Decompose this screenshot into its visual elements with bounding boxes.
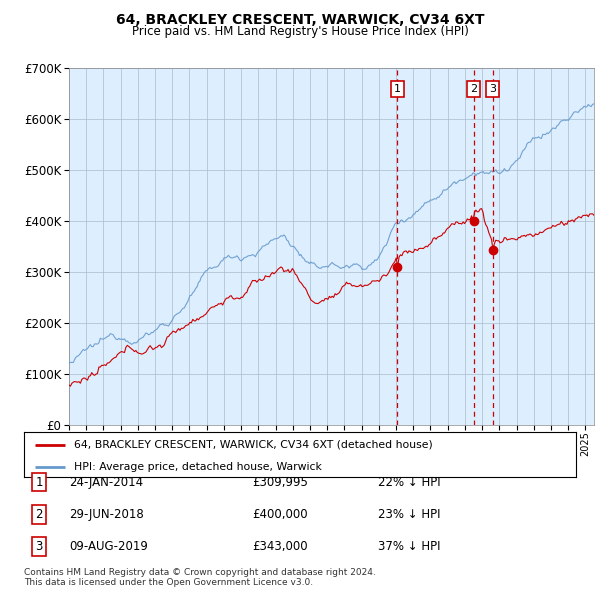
Text: 3: 3 xyxy=(489,84,496,94)
Text: 22% ↓ HPI: 22% ↓ HPI xyxy=(378,476,440,489)
Text: Price paid vs. HM Land Registry's House Price Index (HPI): Price paid vs. HM Land Registry's House … xyxy=(131,25,469,38)
Text: £309,995: £309,995 xyxy=(252,476,308,489)
Text: 3: 3 xyxy=(35,540,43,553)
Text: 64, BRACKLEY CRESCENT, WARWICK, CV34 6XT: 64, BRACKLEY CRESCENT, WARWICK, CV34 6XT xyxy=(116,13,484,27)
Text: 2: 2 xyxy=(470,84,477,94)
Text: £343,000: £343,000 xyxy=(252,540,308,553)
Text: 24-JAN-2014: 24-JAN-2014 xyxy=(69,476,143,489)
Text: 09-AUG-2019: 09-AUG-2019 xyxy=(69,540,148,553)
Text: HPI: Average price, detached house, Warwick: HPI: Average price, detached house, Warw… xyxy=(74,462,322,472)
Text: £400,000: £400,000 xyxy=(252,508,308,521)
Text: 1: 1 xyxy=(394,84,401,94)
Text: 37% ↓ HPI: 37% ↓ HPI xyxy=(378,540,440,553)
Text: 2: 2 xyxy=(35,508,43,521)
Text: 23% ↓ HPI: 23% ↓ HPI xyxy=(378,508,440,521)
Text: Contains HM Land Registry data © Crown copyright and database right 2024.
This d: Contains HM Land Registry data © Crown c… xyxy=(24,568,376,587)
Text: 64, BRACKLEY CRESCENT, WARWICK, CV34 6XT (detached house): 64, BRACKLEY CRESCENT, WARWICK, CV34 6XT… xyxy=(74,440,433,450)
Text: 1: 1 xyxy=(35,476,43,489)
Text: 29-JUN-2018: 29-JUN-2018 xyxy=(69,508,144,521)
